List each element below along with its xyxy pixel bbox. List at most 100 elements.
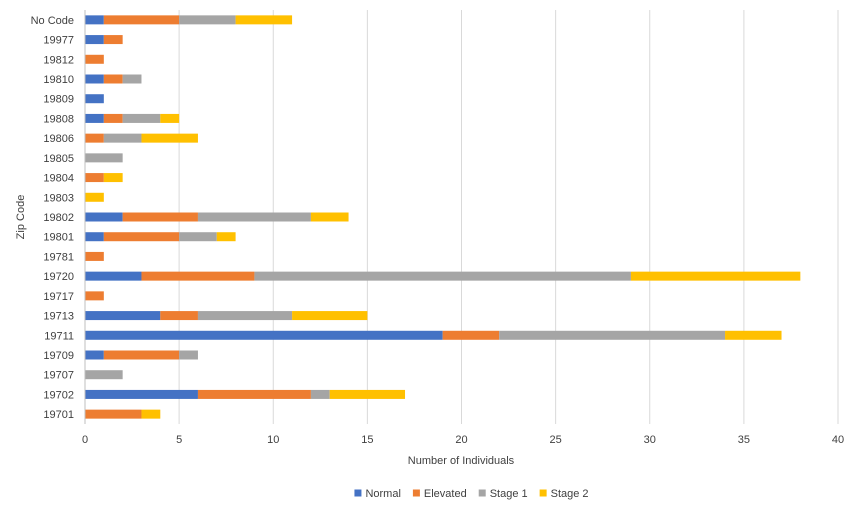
legend-swatch-normal — [354, 489, 362, 497]
bar-normal-19711 — [85, 330, 443, 340]
bar-stage-1-19707 — [85, 370, 123, 380]
bar-stage-2-19806 — [141, 133, 198, 143]
bar-stage-1-19720 — [254, 271, 631, 281]
bar-stage-1-19709 — [179, 350, 198, 360]
legend-label-normal: Normal — [365, 488, 400, 500]
y-tick-label-19781: 19781 — [43, 251, 74, 263]
y-tick-label-19713: 19713 — [43, 311, 74, 323]
y-tick-label-19701: 19701 — [43, 409, 74, 421]
y-tick-label-19809: 19809 — [43, 94, 74, 106]
y-tick-label-19717: 19717 — [43, 291, 74, 303]
bar-stage-1-no-code — [179, 15, 236, 25]
bar-stage-1-19702 — [310, 389, 330, 399]
bar-stage-2-19713 — [292, 311, 368, 321]
bar-elevated-19810 — [103, 74, 123, 84]
y-tick-label-19812: 19812 — [43, 54, 74, 66]
legend-swatch-stage-1 — [478, 489, 486, 497]
bar-stage-2-19804 — [103, 173, 123, 183]
y-axis-title: Zip Code — [15, 195, 27, 240]
x-tick-label-15: 15 — [361, 434, 373, 446]
bar-normal-19810 — [85, 74, 104, 84]
legend-swatch-elevated — [412, 489, 420, 497]
bar-stage-2-19801 — [216, 232, 236, 242]
y-tick-label-19977: 19977 — [43, 35, 74, 47]
bar-normal-19720 — [85, 271, 142, 281]
axes: 0 5 10 15 20 25 30 35 40 No Code 19977 19812 19810 19… — [31, 10, 844, 446]
bar-stage-1-19805 — [85, 153, 123, 163]
bar-normal-19702 — [85, 389, 198, 399]
legend-swatch-stage-2 — [539, 489, 547, 497]
bar-stage-2-19803 — [85, 192, 104, 202]
y-tick-label-19709: 19709 — [43, 350, 74, 362]
bar-stage-2-19702 — [329, 389, 406, 399]
bar-elevated-19701 — [85, 409, 142, 419]
y-tick-label-19711: 19711 — [44, 330, 74, 342]
bar-elevated-19720 — [141, 271, 255, 281]
bar-stage-2-19711 — [725, 330, 782, 340]
x-tick-label-5: 5 — [176, 434, 182, 446]
bar-stage-2-19808 — [160, 113, 180, 123]
bar-stage-2-no-code — [235, 15, 293, 25]
bar-elevated-19702 — [197, 389, 311, 399]
bar-elevated-19801 — [103, 232, 180, 242]
bars — [85, 15, 801, 419]
y-tick-label-19801: 19801 — [43, 232, 74, 244]
bar-stage-1-19810 — [122, 74, 142, 84]
legend-label-elevated: Elevated — [424, 488, 467, 500]
bar-elevated-19711 — [442, 330, 500, 340]
legend: Normal Elevated Stage 1 Stage 2 — [354, 488, 589, 500]
bar-elevated-no-code — [103, 15, 180, 25]
x-tick-label-25: 25 — [550, 434, 562, 446]
bar-elevated-19713 — [160, 311, 198, 321]
bar-stage-2-19802 — [310, 212, 349, 222]
bar-elevated-19709 — [103, 350, 180, 360]
bar-elevated-19781 — [85, 251, 104, 261]
bar-stage-1-19713 — [197, 311, 293, 321]
bar-normal-19802 — [85, 212, 123, 222]
x-tick-label-30: 30 — [644, 434, 656, 446]
legend-label-stage-2: Stage 2 — [551, 488, 589, 500]
bar-elevated-19806 — [85, 133, 104, 143]
y-tick-label-19803: 19803 — [43, 192, 74, 204]
bar-stage-1-19802 — [197, 212, 311, 222]
y-tick-label-19707: 19707 — [43, 370, 74, 382]
x-tick-label-20: 20 — [455, 434, 467, 446]
x-tick-label-40: 40 — [832, 434, 844, 446]
bar-normal-no-code — [85, 15, 104, 25]
y-tick-label-19806: 19806 — [43, 133, 74, 145]
bar-elevated-19977 — [103, 35, 123, 45]
bar-stage-1-19806 — [103, 133, 142, 143]
y-tick-label-19808: 19808 — [43, 113, 74, 125]
bar-stage-2-19701 — [141, 409, 161, 419]
bar-stage-1-19711 — [499, 330, 726, 340]
y-tick-label-19804: 19804 — [43, 173, 74, 185]
x-axis-title: Number of Individuals — [408, 455, 515, 467]
bar-elevated-19717 — [85, 291, 104, 301]
bar-normal-19977 — [85, 35, 104, 45]
bar-elevated-19804 — [85, 173, 104, 183]
y-tick-label-19802: 19802 — [43, 212, 74, 224]
bar-normal-19801 — [85, 232, 104, 242]
x-tick-label-10: 10 — [267, 434, 279, 446]
legend-label-stage-1: Stage 1 — [490, 488, 528, 500]
bar-stage-1-19808 — [122, 113, 161, 123]
y-tick-label-19720: 19720 — [43, 271, 74, 283]
bar-normal-19709 — [85, 350, 104, 360]
y-tick-label-no-code: No Code — [31, 15, 74, 27]
x-tick-label-35: 35 — [738, 434, 750, 446]
y-tick-label-19702: 19702 — [43, 389, 74, 401]
bar-normal-19809 — [85, 94, 104, 104]
gridlines — [178, 10, 839, 424]
bar-stage-2-19720 — [630, 271, 801, 281]
y-tick-label-19805: 19805 — [43, 153, 74, 165]
bar-elevated-19812 — [85, 54, 104, 64]
bar-normal-19808 — [85, 113, 104, 123]
bar-normal-19713 — [85, 311, 161, 321]
bar-elevated-19808 — [103, 113, 123, 123]
x-tick-label-0: 0 — [82, 434, 88, 446]
y-tick-label-19810: 19810 — [43, 74, 74, 86]
bar-stage-1-19801 — [179, 232, 217, 242]
bar-elevated-19802 — [122, 212, 198, 222]
